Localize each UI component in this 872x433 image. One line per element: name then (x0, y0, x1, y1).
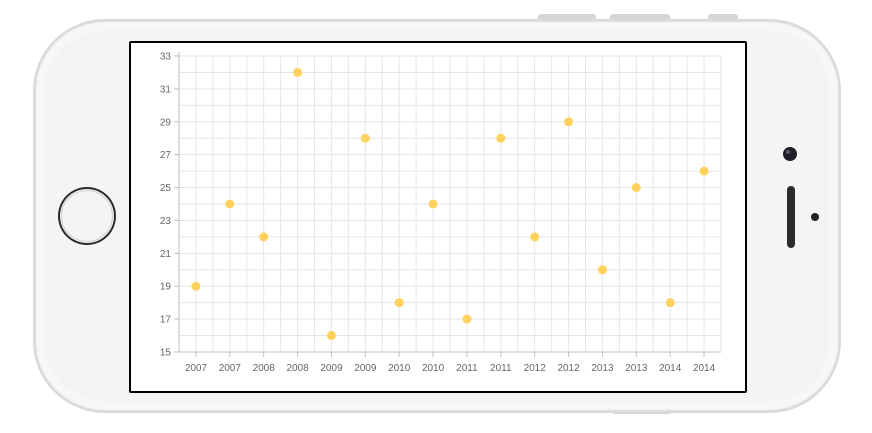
x-tick-label: 2014 (659, 363, 682, 374)
data-point (191, 281, 201, 291)
data-point (564, 117, 574, 127)
y-tick-label: 23 (160, 216, 172, 227)
data-point (631, 183, 641, 193)
data-point (225, 199, 235, 209)
y-tick-label: 17 (160, 315, 172, 326)
y-tick-label: 33 (160, 52, 172, 63)
x-tick-label: 2009 (354, 363, 377, 374)
y-tick-label: 19 (160, 282, 172, 293)
home-button[interactable] (58, 187, 116, 245)
y-tick-label: 27 (160, 150, 172, 161)
y-tick-label: 21 (160, 249, 172, 260)
front-camera-icon (783, 147, 797, 161)
y-tick-label: 15 (160, 348, 172, 359)
screen-content: 15 17 19 21 23 25 27 29 31 33 2007 2007 2008 2008 2009… (131, 43, 745, 391)
screen: 15 17 19 21 23 25 27 29 31 33 2007 2007 2008 2008 2009… (129, 41, 747, 393)
x-tick-label: 2014 (693, 363, 716, 374)
y-tick-label: 29 (160, 117, 172, 128)
x-tick-label: 2007 (219, 363, 242, 374)
data-point (665, 298, 675, 308)
x-tick-label: 2012 (557, 363, 580, 374)
x-tick-label: 2008 (286, 363, 309, 374)
x-tick-label: 2012 (524, 363, 547, 374)
data-point (394, 298, 404, 308)
x-tick-label: 2008 (253, 363, 276, 374)
x-tick-label: 2010 (388, 363, 411, 374)
data-point (530, 232, 540, 242)
data-point (428, 199, 438, 209)
x-tick-label: 2013 (625, 363, 648, 374)
data-point (293, 67, 303, 77)
scatter-chart: 15 17 19 21 23 25 27 29 31 33 2007 2007 2008 2008 2009… (160, 52, 722, 374)
x-tick-label: 2011 (490, 363, 512, 374)
data-point (699, 166, 709, 176)
y-tick-label: 31 (160, 84, 172, 95)
data-point (462, 314, 472, 324)
x-tick-label: 2011 (456, 363, 478, 374)
proximity-sensor (811, 213, 819, 221)
data-point (597, 265, 607, 275)
x-tick-label: 2013 (591, 363, 614, 374)
data-point (360, 133, 370, 143)
x-tick-label: 2010 (422, 363, 445, 374)
earpiece-speaker (787, 186, 795, 248)
data-point (326, 331, 336, 341)
x-tick-label: 2009 (320, 363, 343, 374)
data-point (259, 232, 269, 242)
data-point (496, 133, 506, 143)
x-tick-label: 2007 (185, 363, 208, 374)
y-tick-label: 25 (160, 183, 172, 194)
